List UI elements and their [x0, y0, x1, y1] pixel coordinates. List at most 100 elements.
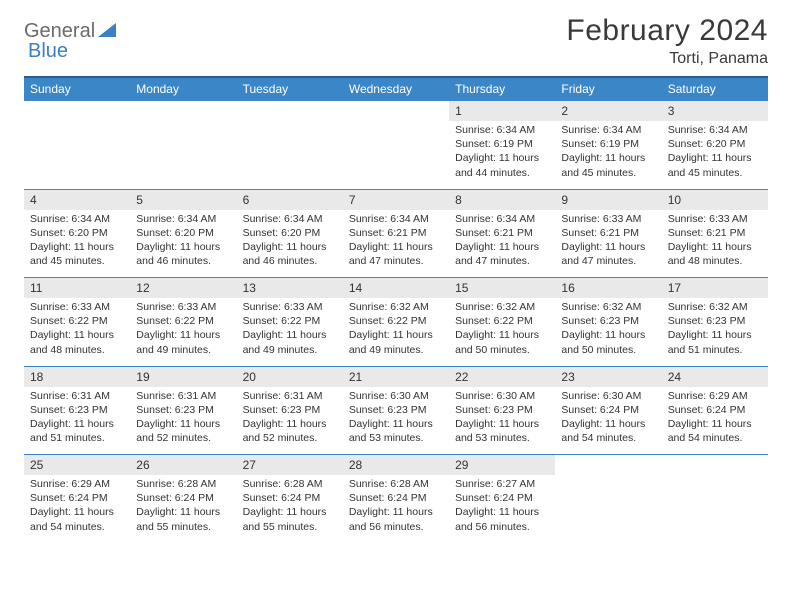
day-number: 8 [449, 190, 555, 210]
sunrise-text: Sunrise: 6:33 AM [30, 300, 124, 314]
daylight-text: Daylight: 11 hours and 52 minutes. [136, 417, 230, 445]
sunrise-text: Sunrise: 6:29 AM [668, 389, 762, 403]
daylight-text: Daylight: 11 hours and 53 minutes. [349, 417, 443, 445]
sunset-text: Sunset: 6:24 PM [561, 403, 655, 417]
day-number: 23 [555, 367, 661, 387]
daylight-text: Daylight: 11 hours and 56 minutes. [349, 505, 443, 533]
daylight-text: Daylight: 11 hours and 55 minutes. [136, 505, 230, 533]
day-cell: Sunrise: 6:31 AMSunset: 6:23 PMDaylight:… [237, 387, 343, 452]
daylight-text: Daylight: 11 hours and 49 minutes. [349, 328, 443, 356]
day-cell: Sunrise: 6:34 AMSunset: 6:20 PMDaylight:… [24, 210, 130, 275]
day-cell: Sunrise: 6:33 AMSunset: 6:22 PMDaylight:… [130, 298, 236, 363]
sunset-text: Sunset: 6:24 PM [668, 403, 762, 417]
sunrise-text: Sunrise: 6:33 AM [668, 212, 762, 226]
daylight-text: Daylight: 11 hours and 51 minutes. [668, 328, 762, 356]
daylight-text: Daylight: 11 hours and 49 minutes. [136, 328, 230, 356]
sunset-text: Sunset: 6:20 PM [30, 226, 124, 240]
sunrise-text: Sunrise: 6:34 AM [668, 123, 762, 137]
day-cell: Sunrise: 6:33 AMSunset: 6:21 PMDaylight:… [662, 210, 768, 275]
day-number: 22 [449, 367, 555, 387]
sunset-text: Sunset: 6:22 PM [30, 314, 124, 328]
sunset-text: Sunset: 6:21 PM [561, 226, 655, 240]
day-number: 1 [449, 101, 555, 121]
sunset-text: Sunset: 6:20 PM [136, 226, 230, 240]
month-title: February 2024 [566, 14, 768, 48]
sunrise-text: Sunrise: 6:31 AM [30, 389, 124, 403]
sunrise-text: Sunrise: 6:34 AM [561, 123, 655, 137]
sunset-text: Sunset: 6:20 PM [668, 137, 762, 151]
day-number: 20 [237, 367, 343, 387]
daylight-text: Daylight: 11 hours and 50 minutes. [455, 328, 549, 356]
sunset-text: Sunset: 6:22 PM [455, 314, 549, 328]
day-number: 13 [237, 278, 343, 298]
logo-sub: Blue [28, 40, 68, 63]
sunrise-text: Sunrise: 6:28 AM [136, 477, 230, 491]
sunset-text: Sunset: 6:24 PM [349, 491, 443, 505]
sunrise-text: Sunrise: 6:33 AM [561, 212, 655, 226]
day-number: 18 [24, 367, 130, 387]
day-number: 9 [555, 190, 661, 210]
day-cell: Sunrise: 6:32 AMSunset: 6:22 PMDaylight:… [343, 298, 449, 363]
weekday-header: Tuesday [237, 77, 343, 101]
daylight-text: Daylight: 11 hours and 47 minutes. [561, 240, 655, 268]
sunrise-text: Sunrise: 6:34 AM [136, 212, 230, 226]
sunrise-text: Sunrise: 6:32 AM [561, 300, 655, 314]
sunset-text: Sunset: 6:23 PM [561, 314, 655, 328]
location: Torti, Panama [566, 50, 768, 68]
sunset-text: Sunset: 6:23 PM [349, 403, 443, 417]
weekday-header: Friday [555, 77, 661, 101]
week-content-row: Sunrise: 6:33 AMSunset: 6:22 PMDaylight:… [24, 298, 768, 366]
sunrise-text: Sunrise: 6:32 AM [455, 300, 549, 314]
day-cell: Sunrise: 6:33 AMSunset: 6:21 PMDaylight:… [555, 210, 661, 275]
sunset-text: Sunset: 6:22 PM [243, 314, 337, 328]
daylight-text: Daylight: 11 hours and 50 minutes. [561, 328, 655, 356]
day-number: 4 [24, 190, 130, 210]
sunset-text: Sunset: 6:19 PM [455, 137, 549, 151]
day-number: 29 [449, 455, 555, 475]
sunrise-text: Sunrise: 6:34 AM [30, 212, 124, 226]
day-cell: Sunrise: 6:30 AMSunset: 6:23 PMDaylight:… [449, 387, 555, 452]
daylight-text: Daylight: 11 hours and 51 minutes. [30, 417, 124, 445]
sunrise-text: Sunrise: 6:28 AM [349, 477, 443, 491]
day-cell: Sunrise: 6:28 AMSunset: 6:24 PMDaylight:… [130, 475, 236, 540]
day-cell: Sunrise: 6:31 AMSunset: 6:23 PMDaylight:… [24, 387, 130, 452]
day-cell: Sunrise: 6:29 AMSunset: 6:24 PMDaylight:… [662, 387, 768, 452]
day-number: 16 [555, 278, 661, 298]
week-content-row: Sunrise: 6:29 AMSunset: 6:24 PMDaylight:… [24, 475, 768, 543]
calendar-body: 123Sunrise: 6:34 AMSunset: 6:19 PMDaylig… [24, 101, 768, 544]
daylight-text: Daylight: 11 hours and 56 minutes. [455, 505, 549, 533]
day-cell: Sunrise: 6:34 AMSunset: 6:19 PMDaylight:… [449, 121, 555, 186]
sunrise-text: Sunrise: 6:34 AM [243, 212, 337, 226]
weekday-header-row: SundayMondayTuesdayWednesdayThursdayFrid… [24, 77, 768, 101]
daylight-text: Daylight: 11 hours and 54 minutes. [561, 417, 655, 445]
daylight-text: Daylight: 11 hours and 52 minutes. [243, 417, 337, 445]
daylight-text: Daylight: 11 hours and 47 minutes. [455, 240, 549, 268]
daylight-text: Daylight: 11 hours and 45 minutes. [30, 240, 124, 268]
daylight-text: Daylight: 11 hours and 53 minutes. [455, 417, 549, 445]
sunset-text: Sunset: 6:23 PM [30, 403, 124, 417]
day-cell: Sunrise: 6:32 AMSunset: 6:23 PMDaylight:… [555, 298, 661, 363]
daylight-text: Daylight: 11 hours and 45 minutes. [561, 151, 655, 179]
logo: General [24, 14, 118, 43]
sunset-text: Sunset: 6:24 PM [455, 491, 549, 505]
day-number: 14 [343, 278, 449, 298]
week-daynum-row: 11121314151617 [24, 278, 768, 299]
sunrise-text: Sunrise: 6:30 AM [561, 389, 655, 403]
sunrise-text: Sunrise: 6:27 AM [455, 477, 549, 491]
calendar-page: General February 2024 Torti, Panama Blue… [0, 0, 792, 561]
sunset-text: Sunset: 6:23 PM [243, 403, 337, 417]
sunset-text: Sunset: 6:24 PM [30, 491, 124, 505]
day-number: 28 [343, 455, 449, 475]
daylight-text: Daylight: 11 hours and 46 minutes. [136, 240, 230, 268]
sunset-text: Sunset: 6:24 PM [243, 491, 337, 505]
daylight-text: Daylight: 11 hours and 49 minutes. [243, 328, 337, 356]
day-number: 11 [24, 278, 130, 298]
day-cell: Sunrise: 6:34 AMSunset: 6:20 PMDaylight:… [237, 210, 343, 275]
day-cell: Sunrise: 6:30 AMSunset: 6:23 PMDaylight:… [343, 387, 449, 452]
day-number: 5 [130, 190, 236, 210]
sunrise-text: Sunrise: 6:29 AM [30, 477, 124, 491]
sunrise-text: Sunrise: 6:31 AM [243, 389, 337, 403]
day-number: 2 [555, 101, 661, 121]
weekday-header: Monday [130, 77, 236, 101]
daylight-text: Daylight: 11 hours and 44 minutes. [455, 151, 549, 179]
